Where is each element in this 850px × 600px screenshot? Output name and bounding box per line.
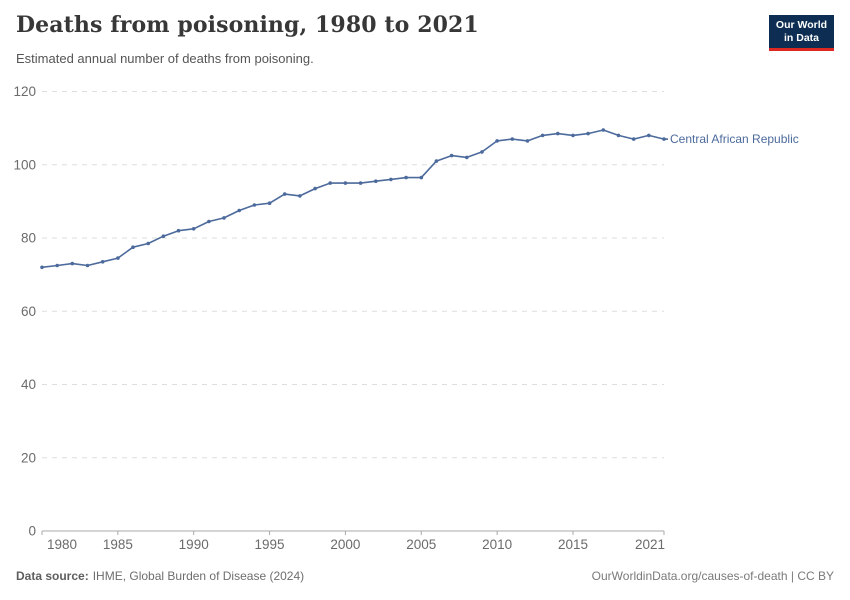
- series-point: [55, 263, 59, 268]
- series-point: [434, 159, 439, 163]
- data-source-label: Data source:: [16, 569, 89, 583]
- series-point: [146, 241, 150, 246]
- x-axis-tick-label: 2015: [558, 537, 588, 552]
- series-point: [540, 133, 545, 138]
- series-point: [389, 177, 393, 182]
- series-point: [601, 128, 606, 132]
- series-point: [616, 133, 621, 138]
- x-axis-tick-label: 2010: [482, 537, 512, 552]
- series-point: [40, 265, 44, 270]
- series-point: [313, 186, 317, 191]
- series-point: [116, 256, 120, 260]
- series-point: [510, 137, 515, 141]
- y-axis-tick-label: 60: [21, 304, 36, 319]
- y-axis-tick-label: 80: [21, 231, 36, 246]
- series-point: [70, 261, 75, 266]
- footer-license: OurWorldinData.org/causes-of-death | CC …: [591, 569, 834, 583]
- owid-logo-line2: in Data: [783, 32, 819, 45]
- page-title: Deaths from poisoning, 1980 to 2021: [16, 12, 479, 38]
- series-point: [647, 133, 651, 138]
- x-axis-tick-label: 1995: [255, 537, 285, 552]
- y-axis-tick-label: 100: [13, 157, 36, 172]
- series-point: [282, 192, 287, 196]
- y-axis-tick-label: 20: [21, 450, 36, 465]
- series-point: [237, 208, 241, 213]
- series-point: [267, 201, 272, 205]
- series-point: [298, 194, 302, 198]
- series-point: [176, 228, 181, 233]
- y-axis-tick-label: 40: [21, 377, 36, 392]
- y-axis-tick-label: 0: [28, 524, 36, 539]
- series-point: [404, 175, 408, 180]
- series-point: [358, 181, 363, 185]
- series-point: [571, 133, 575, 138]
- series-point: [131, 245, 135, 249]
- x-axis-tick-label: 1985: [103, 537, 133, 552]
- series-point: [252, 203, 257, 207]
- series-point: [207, 219, 211, 224]
- series-point: [586, 131, 590, 136]
- series-point: [191, 227, 196, 231]
- x-axis-tick-label: 1980: [47, 537, 77, 552]
- page-subtitle: Estimated annual number of deaths from p…: [16, 51, 314, 66]
- x-axis-tick-label: 1990: [179, 537, 209, 552]
- data-source-text: IHME, Global Burden of Disease (2024): [92, 569, 305, 583]
- series-point: [495, 139, 499, 143]
- owid-logo[interactable]: Our World in Data: [769, 15, 834, 52]
- series-point: [374, 179, 378, 183]
- series-point: [631, 137, 636, 141]
- series-point: [222, 216, 226, 220]
- series-point: [419, 175, 424, 180]
- series-point: [480, 150, 484, 154]
- series-point: [465, 155, 469, 160]
- series-point: [161, 234, 166, 238]
- owid-logo-line1: Our World: [775, 19, 828, 31]
- series-point: [449, 153, 454, 158]
- series-point: [343, 181, 348, 185]
- x-axis-tick-label: 2021: [635, 537, 665, 552]
- footer-source: Data source: IHME, Global Burden of Disea…: [16, 569, 304, 583]
- y-axis-tick-label: 120: [13, 84, 36, 99]
- series-point: [328, 181, 333, 185]
- series-point: [556, 131, 560, 136]
- chart-footer: Data source: IHME, Global Burden of Disea…: [16, 569, 834, 583]
- series-point: [85, 263, 90, 268]
- x-axis-tick-label: 2000: [330, 537, 360, 552]
- x-axis-tick-label: 2005: [406, 537, 436, 552]
- series-point: [100, 260, 105, 264]
- series-point: [525, 139, 530, 143]
- entity-label[interactable]: Central African Republic: [670, 132, 799, 146]
- series-line[interactable]: [41, 129, 665, 269]
